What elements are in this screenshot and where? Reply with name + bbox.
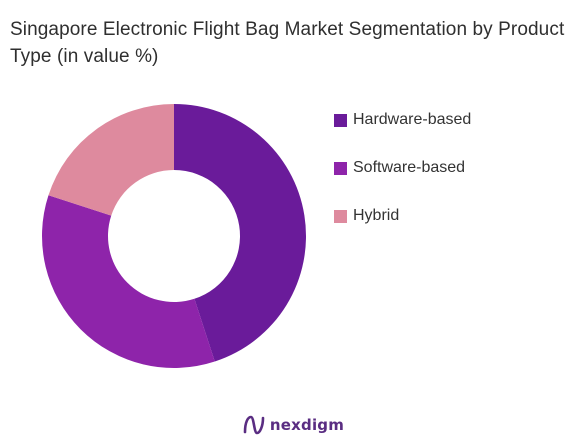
donut-slices <box>42 104 307 368</box>
chart-title: Singapore Electronic Flight Bag Market S… <box>10 19 565 67</box>
legend-swatch-software-based <box>334 161 347 175</box>
legend-item-hardware-based: Hardware-based <box>334 109 471 131</box>
nexdigm-logo-icon <box>243 415 265 435</box>
legend-label-hardware-based: Hardware-based <box>353 111 472 128</box>
legend-item-software-based: Software-based <box>334 157 471 179</box>
legend-label-software-based: Software-based <box>353 159 466 176</box>
slice-hardware-based <box>174 104 307 362</box>
legend-label-hybrid: Hybrid <box>353 207 400 224</box>
legend-swatch-hybrid <box>334 209 347 223</box>
slice-software-based <box>42 195 215 368</box>
legend-swatch-hardware-based <box>334 113 347 127</box>
legend-item-hybrid: Hybrid <box>334 205 471 227</box>
brand-logo: nexdigm <box>0 414 586 436</box>
slice-hybrid <box>48 104 174 216</box>
chart-legend: Hardware-based Software-based Hybrid <box>334 109 471 253</box>
brand-name: nexdigm <box>269 416 345 434</box>
